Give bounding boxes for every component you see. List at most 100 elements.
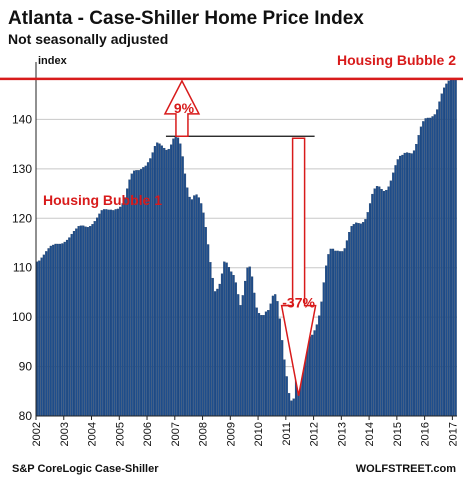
bar bbox=[373, 188, 376, 417]
bar bbox=[433, 114, 436, 417]
bar bbox=[96, 217, 99, 417]
x-tick-labels: 2002 2003 2004 2005 2006 2007 2008 2009 2010 2011… bbox=[31, 422, 459, 446]
y-tick-label: 100 bbox=[12, 310, 32, 324]
bar bbox=[54, 243, 57, 417]
bar bbox=[174, 136, 177, 417]
bar bbox=[445, 83, 448, 417]
bar bbox=[357, 223, 360, 417]
bar bbox=[452, 78, 455, 417]
bar bbox=[320, 301, 323, 417]
bar bbox=[197, 197, 200, 417]
bar bbox=[348, 232, 351, 417]
bar bbox=[202, 212, 205, 417]
bar bbox=[269, 303, 272, 417]
bar bbox=[396, 159, 399, 417]
bar bbox=[112, 210, 115, 417]
bar bbox=[246, 267, 249, 417]
bar bbox=[325, 265, 328, 417]
bar bbox=[387, 186, 390, 417]
bar bbox=[230, 271, 233, 417]
bar bbox=[213, 291, 217, 417]
bar bbox=[89, 226, 92, 417]
bar bbox=[70, 233, 73, 417]
bar bbox=[331, 248, 335, 417]
bar bbox=[170, 144, 173, 417]
bar bbox=[77, 226, 80, 417]
bar bbox=[61, 243, 64, 417]
bar bbox=[98, 213, 101, 417]
bar bbox=[257, 313, 261, 417]
bar bbox=[362, 222, 365, 417]
y-axis-unit: index bbox=[38, 55, 68, 67]
bar bbox=[315, 324, 318, 417]
bar bbox=[392, 172, 395, 417]
bar bbox=[188, 196, 191, 417]
bar bbox=[163, 147, 166, 417]
bar bbox=[313, 330, 316, 417]
bar bbox=[264, 311, 268, 417]
x-tick-label: 2003 bbox=[59, 422, 71, 446]
bar bbox=[105, 209, 108, 417]
bar bbox=[211, 277, 214, 417]
bar bbox=[417, 135, 420, 417]
bar bbox=[345, 240, 348, 417]
bar bbox=[364, 219, 367, 417]
bar bbox=[172, 138, 175, 417]
bar bbox=[123, 197, 126, 417]
bar bbox=[449, 78, 453, 417]
bar bbox=[72, 231, 76, 417]
bar bbox=[79, 225, 82, 417]
bar bbox=[153, 145, 156, 417]
y-tick-label: 90 bbox=[19, 360, 33, 374]
bar bbox=[158, 143, 161, 417]
bar bbox=[311, 334, 314, 417]
bar bbox=[241, 295, 244, 417]
bar bbox=[56, 243, 59, 417]
bar bbox=[109, 209, 113, 417]
x-tick-label: 2015 bbox=[392, 422, 404, 446]
bar bbox=[322, 282, 325, 417]
bar bbox=[195, 194, 198, 417]
bar bbox=[121, 203, 124, 417]
bar bbox=[130, 173, 133, 417]
drop-arrow bbox=[280, 137, 317, 396]
bar bbox=[216, 288, 219, 417]
bar bbox=[107, 209, 110, 417]
bar bbox=[65, 239, 69, 417]
rise-arrow bbox=[163, 79, 201, 137]
bar bbox=[271, 295, 274, 417]
bar bbox=[327, 254, 330, 417]
source-label: S&P CoreLogic Case-Shiller bbox=[12, 463, 159, 475]
bar bbox=[181, 156, 184, 417]
bar bbox=[237, 294, 240, 417]
bar bbox=[426, 117, 429, 417]
bar bbox=[126, 188, 129, 417]
bar bbox=[375, 186, 379, 417]
bar bbox=[422, 121, 425, 417]
bar bbox=[218, 283, 221, 417]
bar bbox=[394, 165, 397, 417]
x-tick-label: 2006 bbox=[142, 422, 154, 446]
bar bbox=[49, 245, 52, 417]
x-tick-label: 2004 bbox=[87, 422, 99, 446]
bar bbox=[424, 118, 427, 417]
bar bbox=[227, 267, 231, 417]
bar bbox=[436, 109, 439, 417]
bar bbox=[429, 117, 432, 417]
bar bbox=[380, 188, 383, 417]
bar bbox=[75, 228, 78, 417]
bar bbox=[193, 195, 196, 417]
bar bbox=[40, 257, 43, 417]
bar bbox=[338, 251, 342, 417]
bar bbox=[102, 209, 106, 417]
bar bbox=[382, 190, 386, 417]
bar bbox=[91, 224, 94, 417]
bar bbox=[128, 179, 131, 417]
bar bbox=[45, 251, 48, 417]
x-tick-label: 2013 bbox=[336, 422, 348, 446]
bar bbox=[204, 227, 207, 417]
bar bbox=[350, 226, 353, 417]
bar bbox=[329, 248, 332, 417]
y-tick-label: 110 bbox=[13, 261, 32, 275]
bar bbox=[114, 209, 117, 417]
